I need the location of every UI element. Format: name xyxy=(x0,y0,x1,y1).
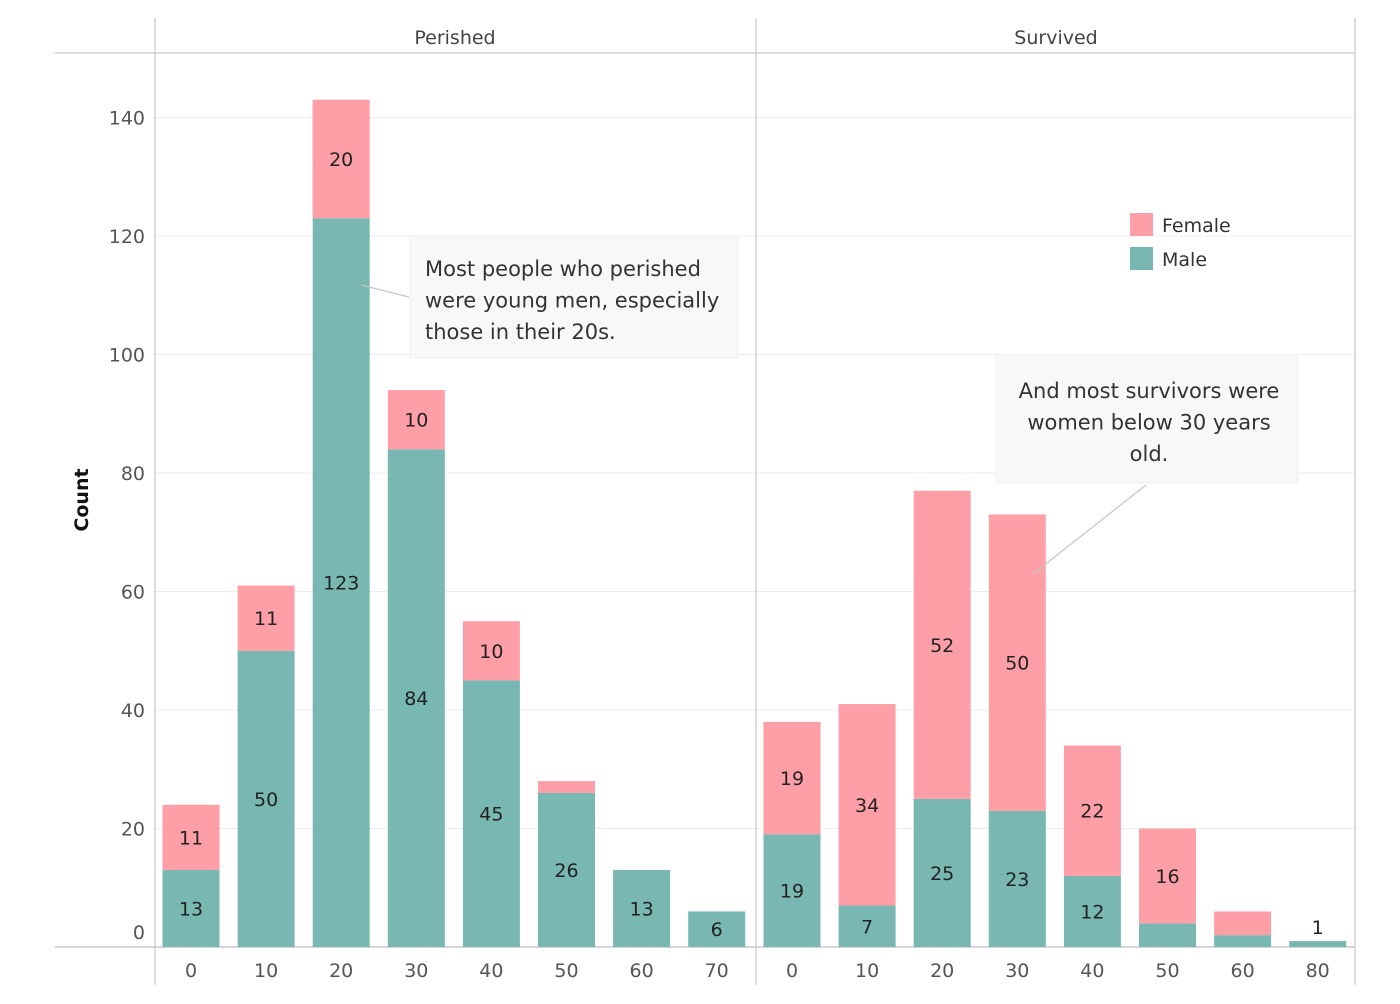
bar-value-label: 50 xyxy=(254,789,278,811)
bar-female xyxy=(1063,745,1121,876)
annotation-text-line: Most people who perished xyxy=(425,257,701,281)
bar-male xyxy=(688,911,746,947)
bar-value-label: 45 xyxy=(479,804,503,826)
annotation-box xyxy=(409,235,739,359)
bar-value-label: 34 xyxy=(855,795,879,817)
annotation-box xyxy=(995,355,1299,484)
x-tick-label: 40 xyxy=(479,960,503,982)
bar-value-label: 10 xyxy=(404,410,428,432)
bar-female xyxy=(162,804,220,870)
bar-value-label: 52 xyxy=(930,635,954,657)
bar-value-label: 23 xyxy=(1005,869,1029,891)
legend-swatch-female xyxy=(1130,213,1153,236)
bar-female xyxy=(1214,911,1272,936)
bar-value-label: 123 xyxy=(323,573,359,595)
x-tick-label: 60 xyxy=(1231,960,1255,982)
bar-value-label: 25 xyxy=(930,863,954,885)
y-tick-label: 60 xyxy=(121,582,145,604)
bar-value-label: 13 xyxy=(630,898,654,920)
bar-value-label: 19 xyxy=(780,881,804,903)
x-tick-label: 0 xyxy=(185,960,197,982)
annotation-leader-line xyxy=(1032,484,1147,575)
bar-male xyxy=(1289,941,1347,947)
bar-male xyxy=(538,792,595,947)
bar-value-label: 16 xyxy=(1155,866,1179,888)
bar-male xyxy=(838,905,896,947)
bar-value-label: 6 xyxy=(711,919,723,941)
bar-male xyxy=(988,810,1046,947)
bar-male xyxy=(1214,935,1272,947)
bar-female xyxy=(462,621,520,681)
bar-female xyxy=(988,514,1046,811)
x-tick-label: 80 xyxy=(1306,960,1330,982)
y-tick-label: 20 xyxy=(121,819,145,841)
bar-female xyxy=(312,99,370,219)
bar-male xyxy=(387,449,445,947)
bar-value-label: 22 xyxy=(1080,801,1104,823)
bar-female xyxy=(1139,828,1196,924)
panel-title-perished: Perished xyxy=(414,27,495,49)
bar-value-label: 12 xyxy=(1080,901,1104,923)
bar-female xyxy=(538,781,595,793)
bar-male xyxy=(913,798,971,947)
legend-label-male: Male xyxy=(1162,249,1207,271)
y-axis-title: Count xyxy=(71,468,93,531)
y-tick-label: 40 xyxy=(121,700,145,722)
x-tick-label: 70 xyxy=(705,960,729,982)
x-tick-label: 20 xyxy=(930,960,954,982)
bar-value-label: 19 xyxy=(780,768,804,790)
bar-male xyxy=(1063,875,1121,947)
bar-value-label: 1 xyxy=(1312,917,1324,939)
bar-value-label: 11 xyxy=(179,827,203,849)
bar-male xyxy=(1139,923,1196,947)
y-tick-label: 120 xyxy=(109,226,145,248)
x-tick-label: 20 xyxy=(329,960,353,982)
annotation-text-line: old. xyxy=(1130,442,1169,466)
bar-male xyxy=(162,869,220,947)
annotation-text-line: those in their 20s. xyxy=(425,320,616,344)
annotation-text-line: women below 30 years xyxy=(1027,411,1270,435)
bar-male xyxy=(237,650,295,947)
bar-female xyxy=(913,490,971,799)
legend-label-female: Female xyxy=(1162,215,1231,237)
bar-value-label: 50 xyxy=(1005,653,1029,675)
x-tick-label: 60 xyxy=(630,960,654,982)
x-tick-label: 40 xyxy=(1080,960,1104,982)
x-tick-label: 0 xyxy=(786,960,798,982)
bar-male xyxy=(763,834,821,947)
annotation-text-line: And most survivors were xyxy=(1019,379,1280,403)
bar-male xyxy=(613,869,671,947)
x-tick-label: 10 xyxy=(855,960,879,982)
bar-male xyxy=(462,680,520,947)
y-tick-label: 0 xyxy=(133,922,145,944)
bar-female xyxy=(763,721,821,835)
bar-value-label: 20 xyxy=(329,149,353,171)
bar-value-label: 13 xyxy=(179,898,203,920)
bar-value-label: 7 xyxy=(861,916,873,938)
bar-female xyxy=(237,585,295,651)
bar-value-label: 11 xyxy=(254,608,278,630)
x-tick-label: 50 xyxy=(554,960,578,982)
legend-swatch-male xyxy=(1130,247,1153,270)
y-tick-label: 140 xyxy=(109,108,145,130)
bar-value-label: 26 xyxy=(554,860,578,882)
bar-female xyxy=(387,390,445,450)
bar-female xyxy=(838,704,896,906)
bar-male xyxy=(312,218,370,948)
x-tick-label: 10 xyxy=(254,960,278,982)
x-tick-label: 50 xyxy=(1155,960,1179,982)
annotation-leader-line xyxy=(360,284,410,298)
bar-value-label: 10 xyxy=(479,641,503,663)
bar-value-label: 84 xyxy=(404,688,428,710)
panel-title-survived: Survived xyxy=(1014,27,1097,49)
y-tick-label: 80 xyxy=(121,463,145,485)
x-tick-label: 30 xyxy=(1005,960,1029,982)
y-tick-label: 100 xyxy=(109,345,145,367)
annotation-text-line: were young men, especially xyxy=(425,289,719,313)
x-tick-label: 30 xyxy=(404,960,428,982)
